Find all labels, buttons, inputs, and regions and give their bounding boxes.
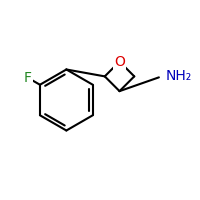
Text: O: O [114, 55, 125, 69]
Text: NH₂: NH₂ [166, 69, 192, 83]
Text: F: F [24, 71, 32, 85]
